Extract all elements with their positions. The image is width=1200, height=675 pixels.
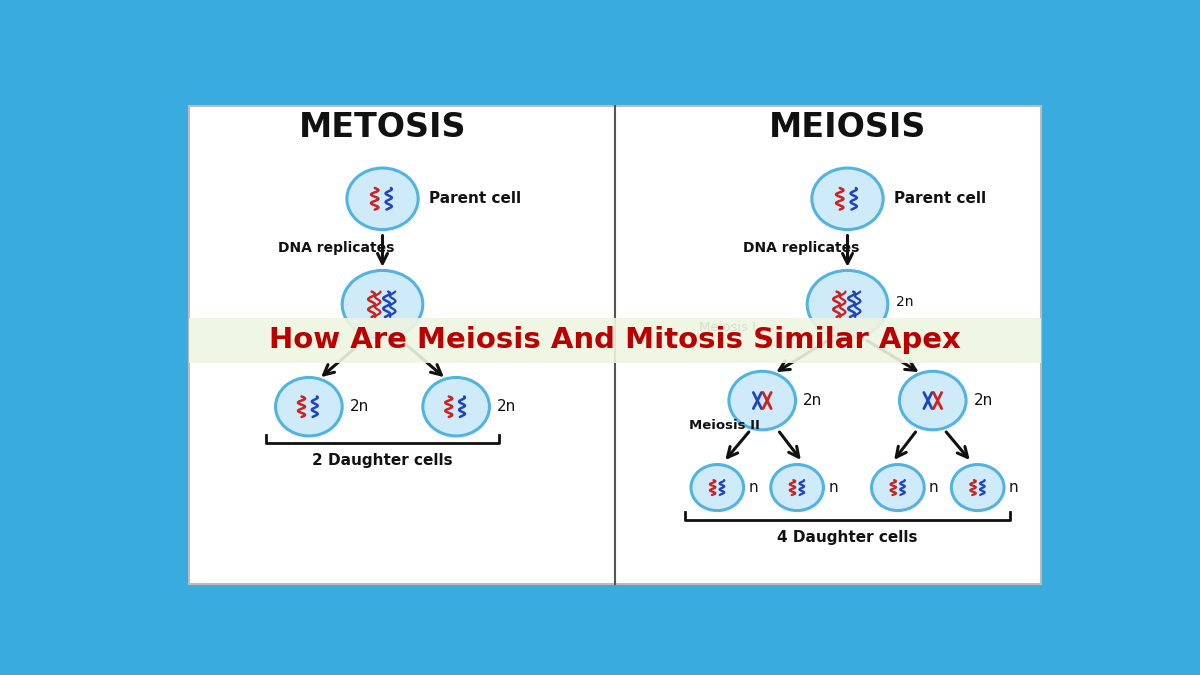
Ellipse shape (808, 271, 888, 338)
Ellipse shape (952, 464, 1004, 510)
Text: n: n (1009, 480, 1019, 495)
Ellipse shape (422, 377, 490, 436)
Ellipse shape (728, 371, 796, 430)
Text: MEIOSIS: MEIOSIS (769, 111, 926, 144)
Text: DNA replicates: DNA replicates (743, 241, 859, 255)
Ellipse shape (276, 377, 342, 436)
Text: 2n: 2n (974, 393, 994, 408)
Ellipse shape (900, 371, 966, 430)
Text: 2n: 2n (350, 399, 370, 414)
Text: Parent cell: Parent cell (430, 191, 521, 207)
Text: Parent cell: Parent cell (894, 191, 986, 207)
Text: METOSIS: METOSIS (299, 111, 467, 144)
Text: 2n: 2n (895, 295, 913, 309)
Ellipse shape (342, 271, 422, 338)
Text: Meiosis II: Meiosis II (689, 418, 760, 432)
Ellipse shape (812, 168, 883, 230)
Text: 4 Daughter cells: 4 Daughter cells (778, 530, 918, 545)
Text: How Are Meiosis And Mitosis Similar Apex: How Are Meiosis And Mitosis Similar Apex (269, 327, 961, 354)
Text: n: n (828, 480, 838, 495)
Ellipse shape (770, 464, 823, 510)
FancyBboxPatch shape (188, 318, 1042, 363)
Ellipse shape (347, 168, 418, 230)
Text: n: n (749, 480, 758, 495)
Text: n: n (929, 480, 938, 495)
Ellipse shape (871, 464, 924, 510)
Text: 2 Daughter cells: 2 Daughter cells (312, 453, 452, 468)
Text: 2n: 2n (803, 393, 822, 408)
Text: Meiosis I: Meiosis I (698, 321, 756, 334)
Ellipse shape (691, 464, 744, 510)
FancyBboxPatch shape (188, 107, 1042, 584)
Text: 2n: 2n (497, 399, 516, 414)
Text: DNA replicates: DNA replicates (278, 241, 395, 255)
